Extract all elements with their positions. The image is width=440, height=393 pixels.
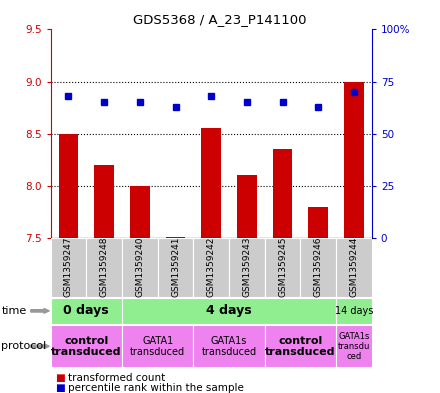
Bar <box>308 207 328 238</box>
Text: 4 days: 4 days <box>206 304 252 318</box>
Bar <box>202 129 221 238</box>
Text: GDS5368 / A_23_P141100: GDS5368 / A_23_P141100 <box>133 13 307 26</box>
Bar <box>122 325 193 367</box>
Bar <box>193 325 265 367</box>
Bar <box>193 238 229 297</box>
Bar <box>51 298 122 324</box>
Bar <box>94 165 114 238</box>
Text: control
transduced: control transduced <box>51 336 121 357</box>
Text: GSM1359245: GSM1359245 <box>278 237 287 298</box>
Text: percentile rank within the sample: percentile rank within the sample <box>68 383 244 393</box>
Bar <box>273 149 293 238</box>
Bar <box>336 298 372 324</box>
Text: GSM1359247: GSM1359247 <box>64 237 73 298</box>
Bar <box>336 325 372 367</box>
Bar <box>122 298 336 324</box>
Text: GATA1
transduced: GATA1 transduced <box>130 336 185 357</box>
Text: control
transduced: control transduced <box>265 336 336 357</box>
Bar <box>51 325 122 367</box>
Bar <box>344 81 364 238</box>
Bar <box>86 238 122 297</box>
Bar <box>237 175 257 238</box>
Bar <box>166 237 185 238</box>
Bar <box>301 238 336 297</box>
Bar <box>158 238 193 297</box>
Text: GSM1359248: GSM1359248 <box>99 237 109 298</box>
Bar <box>122 238 158 297</box>
Text: GSM1359242: GSM1359242 <box>207 237 216 298</box>
Bar <box>229 238 265 297</box>
Text: time: time <box>1 306 26 316</box>
Text: GATA1s
transduced: GATA1s transduced <box>202 336 257 357</box>
Bar <box>51 238 86 297</box>
Bar <box>59 134 78 238</box>
Text: GATA1s
transdu
ced: GATA1s transdu ced <box>338 332 370 361</box>
Text: ■: ■ <box>55 383 65 393</box>
Text: GSM1359244: GSM1359244 <box>349 237 359 298</box>
Text: 0 days: 0 days <box>63 304 109 318</box>
Text: protocol: protocol <box>1 341 47 351</box>
Bar <box>336 238 372 297</box>
Text: GSM1359240: GSM1359240 <box>136 237 144 298</box>
Text: ■: ■ <box>55 373 65 383</box>
Text: 14 days: 14 days <box>335 306 373 316</box>
Bar <box>130 185 150 238</box>
Text: transformed count: transformed count <box>68 373 165 383</box>
Text: GSM1359243: GSM1359243 <box>242 237 251 298</box>
Bar <box>265 325 336 367</box>
Text: GSM1359241: GSM1359241 <box>171 237 180 298</box>
Text: GSM1359246: GSM1359246 <box>314 237 323 298</box>
Bar <box>265 238 301 297</box>
